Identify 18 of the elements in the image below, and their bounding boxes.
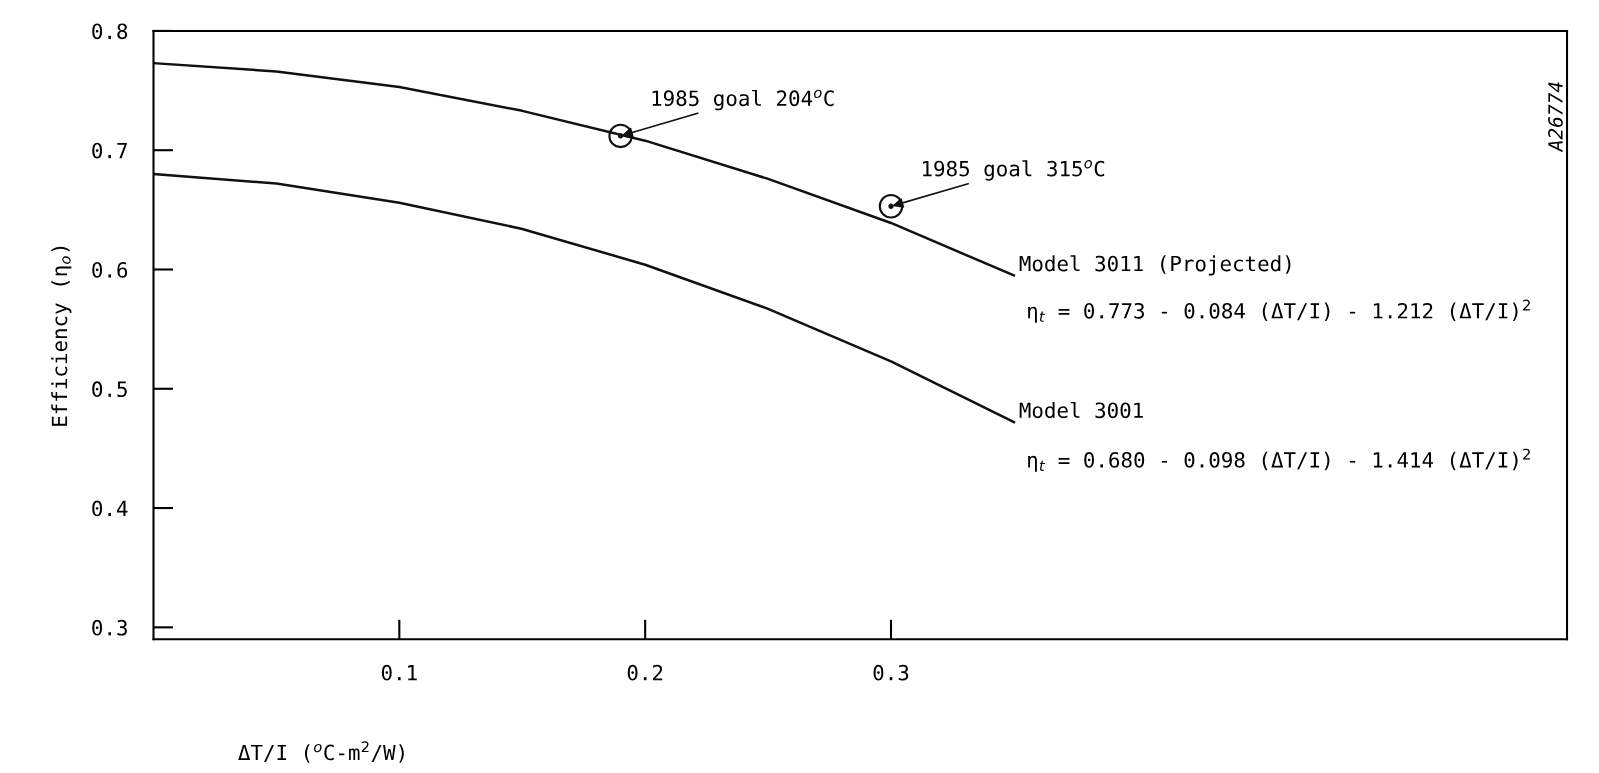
y-axis-title: Efficiency (η$_{o}$) [51, 246, 72, 426]
series-label: Model 3001 [1019, 401, 1143, 419]
y-tick-label: 0.5 [92, 381, 127, 398]
y-tick-label: 0.3 [92, 619, 127, 636]
y-tick-label: 0.4 [92, 500, 128, 517]
x-axis-title: ΔT/I ($^{o}$C-m$^{2}$/W) [238, 741, 404, 763]
annotation: 1985 goal 315$^{o}$C [922, 160, 1105, 181]
x-tick-label: 0.2 [627, 664, 663, 681]
x-tick-label: 0.3 [873, 664, 909, 681]
y-tick-label: 0.7 [92, 142, 127, 159]
annotation: 1985 goal 204$^{o}$C [652, 89, 834, 111]
annotation: η$_{t}$ = 0.773 - 0.084 (ΔT/I) - 1.212 (ΔT/I)$^{2}$ [1028, 299, 1530, 323]
y-tick-label: 0.6 [92, 262, 128, 278]
x-tick-label: 0.1 [381, 664, 417, 681]
annotation: η$_{t}$ = 0.680 - 0.098 (ΔT/I) - 1.414 (ΔT/I)$^{2}$ [1028, 448, 1530, 472]
annotation: A26774 [1548, 82, 1563, 153]
y-tick-label: 0.8 [92, 23, 128, 40]
series-label: Model 3011 (Projected) [1019, 255, 1291, 276]
